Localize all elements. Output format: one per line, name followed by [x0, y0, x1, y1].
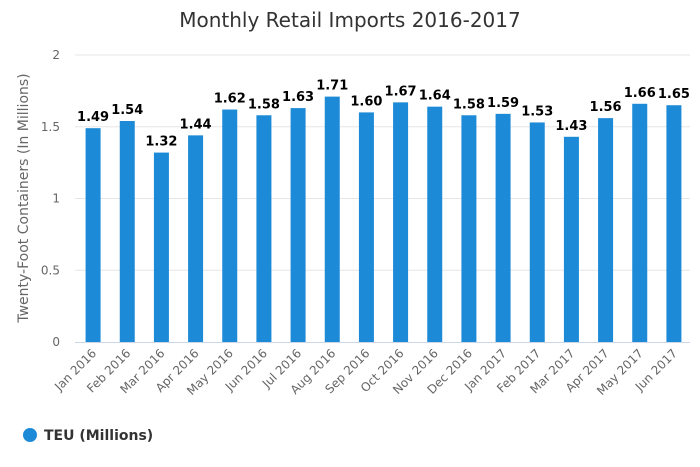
data-label: 1.65: [658, 87, 690, 102]
bar[interactable]: [256, 115, 272, 343]
bar[interactable]: [632, 103, 648, 342]
chart-title: Monthly Retail Imports 2016-2017: [179, 8, 520, 32]
gridlines: [75, 54, 690, 271]
data-label: 1.43: [555, 119, 587, 134]
bar[interactable]: [563, 136, 579, 342]
data-label: 1.71: [316, 79, 348, 94]
bar[interactable]: [666, 105, 682, 342]
y-tick-label: 2: [52, 48, 60, 62]
bar[interactable]: [358, 112, 374, 343]
data-label: 1.59: [487, 96, 519, 111]
bar[interactable]: [290, 108, 306, 342]
bars: [85, 96, 682, 343]
y-axis-title: Twenty-Foot Containers (In Millions): [16, 73, 32, 323]
data-label: 1.58: [453, 97, 485, 112]
bar[interactable]: [529, 122, 545, 342]
bar[interactable]: [461, 115, 477, 343]
y-tick-label: 1.5: [41, 120, 60, 134]
legend-label[interactable]: TEU (Millions): [44, 428, 153, 444]
bar[interactable]: [393, 102, 409, 342]
data-label: 1.63: [282, 90, 314, 105]
bar[interactable]: [495, 113, 511, 343]
data-label: 1.54: [111, 103, 143, 118]
bar[interactable]: [598, 118, 614, 342]
data-label: 1.53: [521, 104, 553, 119]
bar[interactable]: [222, 109, 238, 342]
data-label: 1.44: [180, 117, 212, 132]
data-label: 1.64: [419, 89, 451, 104]
bar[interactable]: [324, 96, 340, 343]
y-tick-label: 0: [52, 335, 60, 349]
data-label: 1.49: [77, 110, 109, 125]
bar[interactable]: [188, 135, 204, 342]
bar[interactable]: [427, 106, 443, 342]
legend-marker-icon[interactable]: [23, 428, 37, 442]
data-label: 1.60: [350, 94, 382, 109]
legend[interactable]: TEU (Millions): [23, 428, 153, 444]
y-tick-label: 1: [52, 192, 60, 206]
data-label: 1.62: [214, 92, 246, 107]
bar[interactable]: [119, 121, 135, 342]
bar[interactable]: [153, 152, 169, 342]
y-tick-label: 0.5: [41, 263, 60, 277]
data-label: 1.67: [385, 84, 417, 99]
data-label: 1.32: [145, 135, 177, 150]
data-label: 1.58: [248, 97, 280, 112]
data-labels: 1.49 1.541.321.441.62 1.58 1.631.711.601.67…: [77, 79, 690, 150]
data-label: 1.56: [590, 100, 622, 115]
y-axis-ticks: 0 0.5 1 1.5 2: [41, 48, 60, 349]
data-label: 1.66: [624, 86, 656, 101]
bar[interactable]: [85, 128, 101, 342]
